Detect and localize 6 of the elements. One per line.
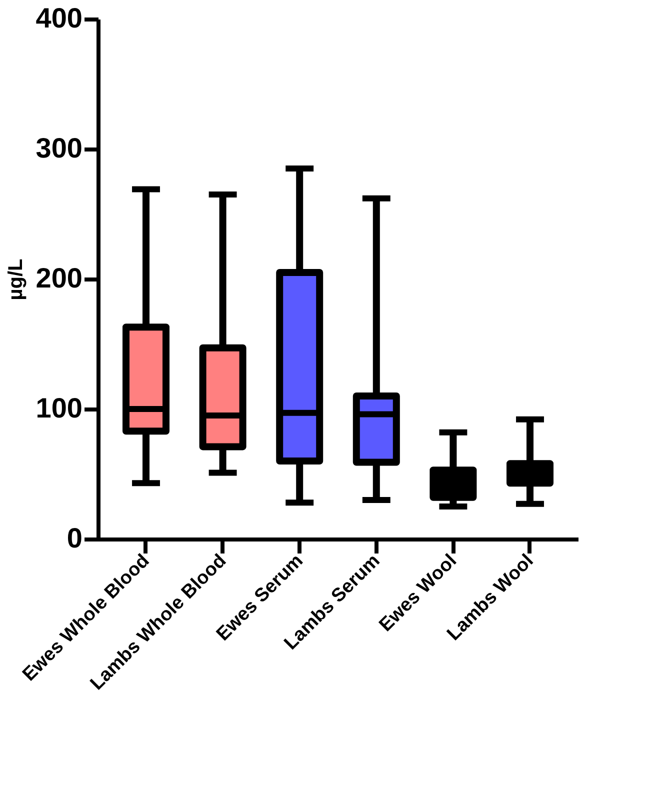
y-axis-title: µg/L (4, 258, 27, 300)
y-tick-label: 0 (66, 522, 82, 554)
y-tick-label: 300 (36, 132, 82, 164)
y-tick-label: 200 (36, 262, 82, 294)
y-tick-label: 100 (36, 392, 82, 424)
y-tick-label: 400 (36, 2, 82, 34)
